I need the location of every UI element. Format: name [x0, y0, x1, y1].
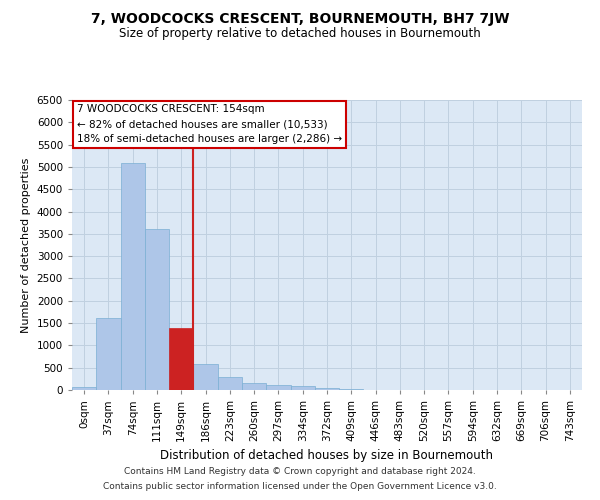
X-axis label: Distribution of detached houses by size in Bournemouth: Distribution of detached houses by size …: [161, 450, 493, 462]
Bar: [266, 385, 290, 390]
Bar: [121, 164, 145, 390]
Text: 7, WOODCOCKS CRESCENT, BOURNEMOUTH, BH7 7JW: 7, WOODCOCKS CRESCENT, BOURNEMOUTH, BH7 …: [91, 12, 509, 26]
Bar: [339, 389, 364, 390]
Text: Contains HM Land Registry data © Crown copyright and database right 2024.: Contains HM Land Registry data © Crown c…: [124, 467, 476, 476]
Bar: [72, 386, 96, 390]
Bar: [218, 376, 242, 390]
Bar: [193, 364, 218, 390]
Bar: [315, 388, 339, 390]
Bar: [145, 230, 169, 390]
Text: Contains public sector information licensed under the Open Government Licence v3: Contains public sector information licen…: [103, 482, 497, 491]
Y-axis label: Number of detached properties: Number of detached properties: [21, 158, 31, 332]
Bar: [290, 386, 315, 390]
Text: Size of property relative to detached houses in Bournemouth: Size of property relative to detached ho…: [119, 28, 481, 40]
Text: 7 WOODCOCKS CRESCENT: 154sqm
← 82% of detached houses are smaller (10,533)
18% o: 7 WOODCOCKS CRESCENT: 154sqm ← 82% of de…: [77, 104, 342, 144]
Bar: [169, 328, 193, 390]
Bar: [96, 318, 121, 390]
Bar: [242, 383, 266, 390]
